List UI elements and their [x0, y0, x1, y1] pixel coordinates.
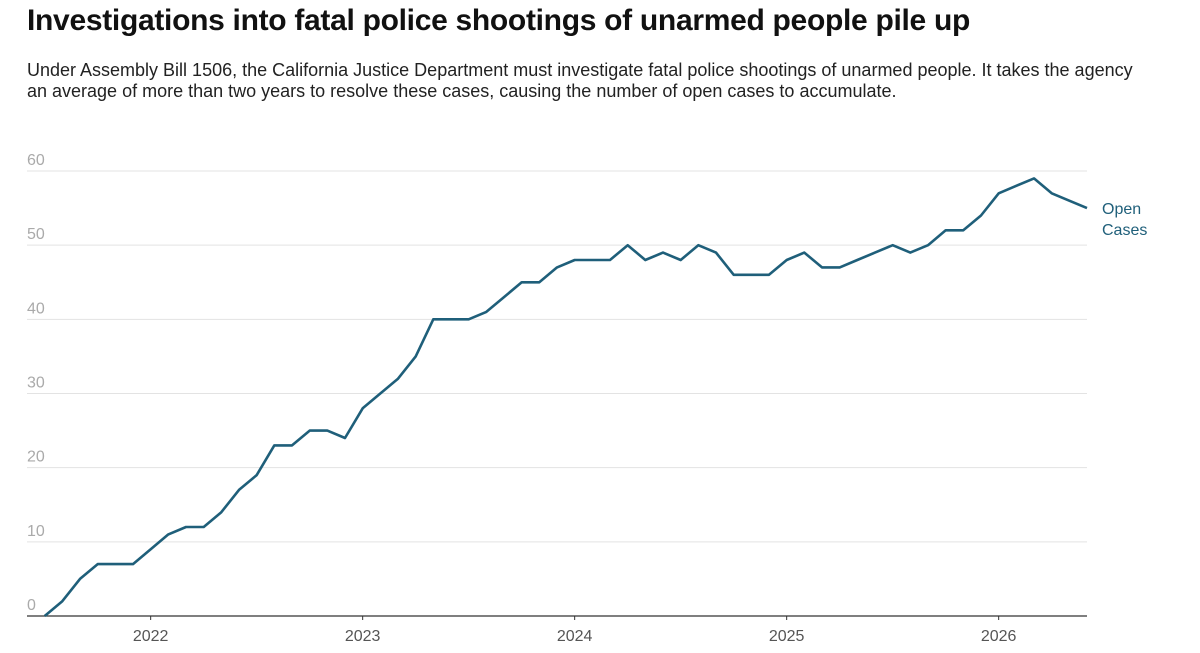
data-point — [219, 510, 223, 514]
y-tick-label-10: 10 — [27, 523, 45, 540]
data-point — [608, 258, 612, 262]
data-point — [1032, 176, 1036, 180]
data-point — [431, 317, 435, 321]
data-point — [944, 228, 948, 232]
data-point — [131, 562, 135, 566]
data-point — [202, 525, 206, 529]
series-label-line-1: Open — [1102, 201, 1141, 218]
data-point — [873, 251, 877, 255]
y-tick-label-40: 40 — [27, 300, 45, 317]
x-tick-label-2024: 2024 — [557, 628, 593, 645]
data-point — [1085, 206, 1089, 210]
data-point — [802, 251, 806, 255]
data-point — [785, 258, 789, 262]
x-tick-label-2023: 2023 — [345, 628, 381, 645]
data-point — [78, 577, 82, 581]
data-point — [467, 317, 471, 321]
gridlines — [27, 170, 1087, 543]
data-point — [749, 273, 753, 277]
y-tick-label-0: 0 — [27, 597, 36, 614]
data-point — [113, 562, 117, 566]
data-point — [520, 280, 524, 284]
data-point — [820, 265, 824, 269]
data-point — [626, 243, 630, 247]
x-tick-label-2026: 2026 — [981, 628, 1017, 645]
series-label-line-2: Cases — [1102, 222, 1147, 239]
data-point — [643, 258, 647, 262]
data-point — [1067, 199, 1071, 203]
x-axis-ticks: 2022 2023 2024 2025 2026 — [133, 616, 1017, 645]
data-point — [96, 562, 100, 566]
y-tick-label-20: 20 — [27, 449, 45, 466]
data-point — [166, 532, 170, 536]
data-point — [149, 547, 153, 551]
data-point — [378, 392, 382, 396]
data-point — [926, 243, 930, 247]
data-point — [997, 191, 1001, 195]
data-point — [308, 429, 312, 433]
y-axis-ticks: 0 10 20 30 40 50 60 — [27, 152, 45, 614]
data-point — [537, 280, 541, 284]
data-point — [908, 251, 912, 255]
y-tick-label-50: 50 — [27, 226, 45, 243]
data-point — [290, 443, 294, 447]
data-point — [979, 214, 983, 218]
data-point — [361, 406, 365, 410]
data-point — [449, 317, 453, 321]
data-point — [237, 488, 241, 492]
x-tick-label-2025: 2025 — [769, 628, 805, 645]
data-point — [484, 310, 488, 314]
data-point — [1014, 184, 1018, 188]
data-point — [502, 295, 506, 299]
data-point — [696, 243, 700, 247]
data-point — [732, 273, 736, 277]
chart-title: Investigations into fatal police shootin… — [27, 4, 971, 37]
x-tick-label-2022: 2022 — [133, 628, 169, 645]
chart-subtitle: Under Assembly Bill 1506, the California… — [27, 60, 1133, 101]
data-point — [1050, 191, 1054, 195]
data-point — [272, 443, 276, 447]
data-point — [855, 258, 859, 262]
data-point — [325, 429, 329, 433]
y-tick-label-60: 60 — [27, 152, 45, 169]
data-point — [184, 525, 188, 529]
data-point — [555, 265, 559, 269]
data-point — [661, 251, 665, 255]
data-point — [255, 473, 259, 477]
data-point — [891, 243, 895, 247]
data-point — [343, 436, 347, 440]
data-point — [679, 258, 683, 262]
data-point — [414, 354, 418, 358]
series-line-open-cases — [43, 177, 1088, 617]
data-point — [714, 251, 718, 255]
data-point — [60, 599, 64, 603]
y-tick-label-30: 30 — [27, 375, 45, 392]
data-point — [43, 614, 47, 618]
data-point — [573, 258, 577, 262]
data-point — [961, 228, 965, 232]
series-label-open-cases: Open Cases — [1102, 201, 1147, 239]
data-point — [767, 273, 771, 277]
data-point — [838, 265, 842, 269]
data-point — [396, 377, 400, 381]
data-point — [590, 258, 594, 262]
